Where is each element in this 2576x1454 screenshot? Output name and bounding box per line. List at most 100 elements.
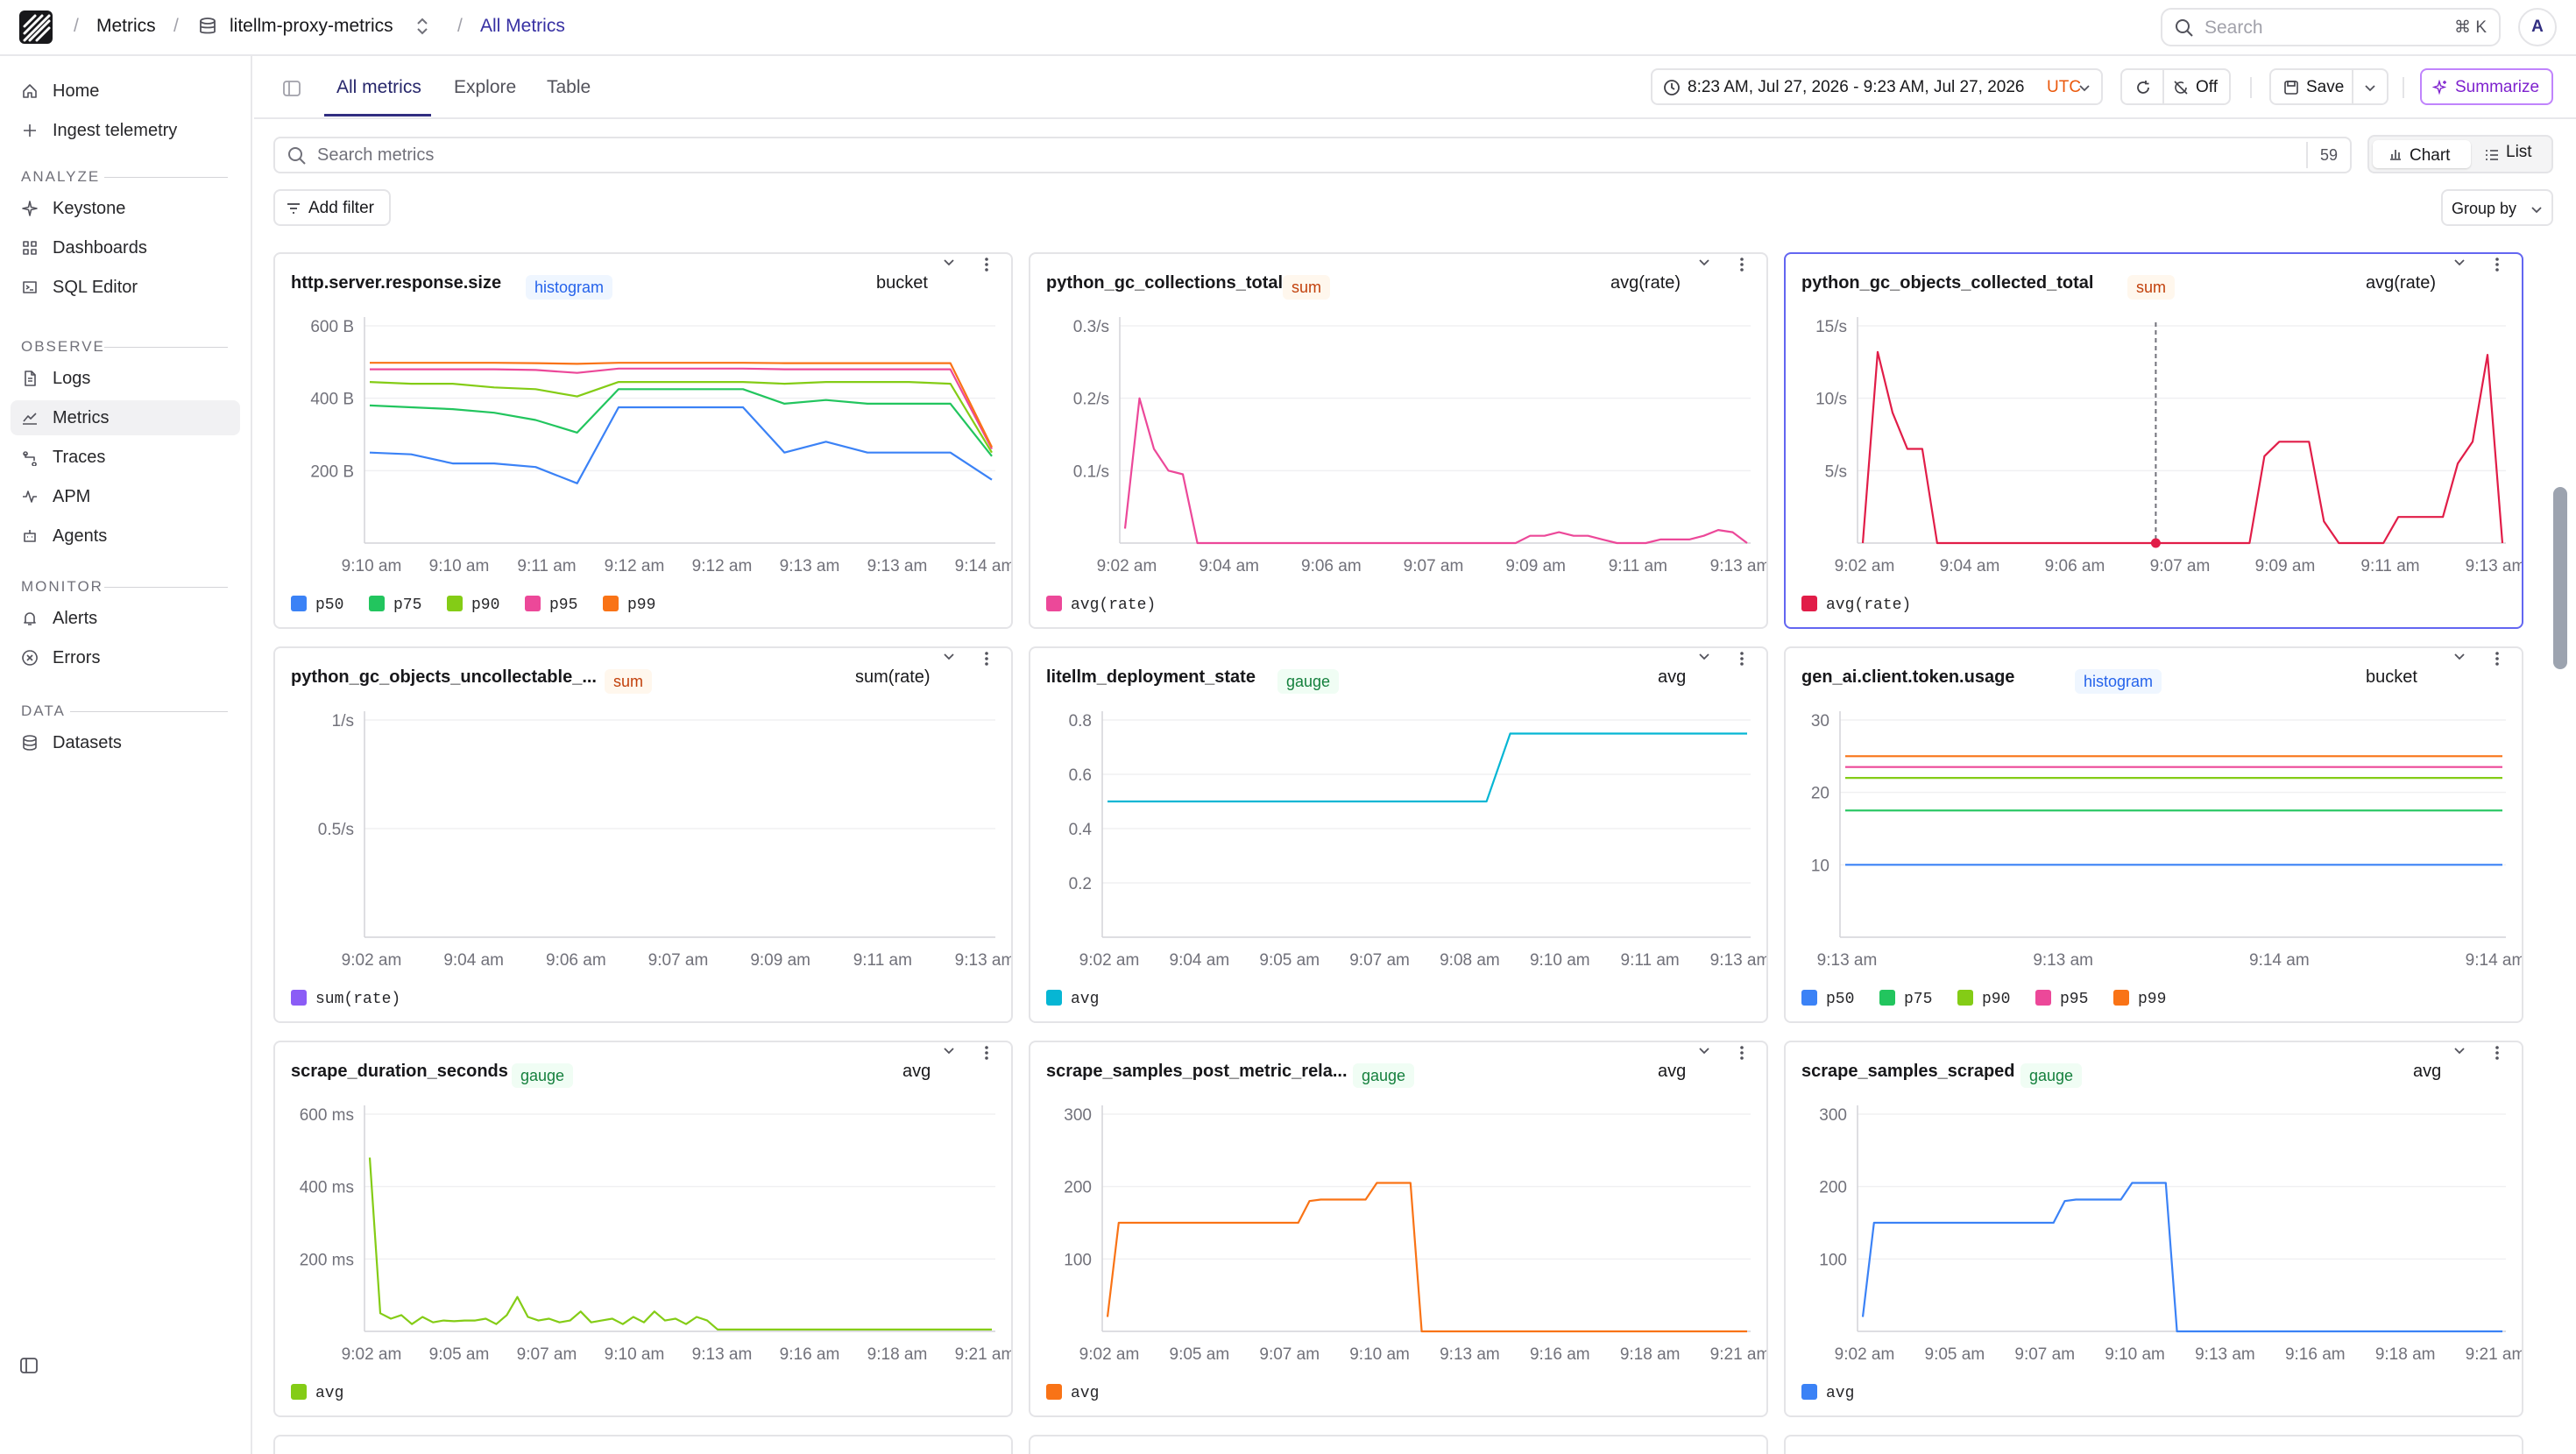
metric-card[interactable] [1029, 1435, 1768, 1454]
save-button[interactable]: Save [2269, 68, 2353, 105]
auto-refresh-toggle[interactable]: Off [2162, 68, 2231, 105]
list-view-button[interactable]: List [2476, 140, 2550, 168]
chevron-down-icon[interactable] [941, 254, 957, 270]
x-tick-label: 9:10 am [1349, 1345, 1410, 1364]
metric-card[interactable]: python_gc_objects_uncollectable_... sum su… [273, 646, 1013, 1023]
sidebar-item-traces[interactable]: Traces [11, 440, 240, 475]
x-tick-label: 9:11 am [853, 951, 912, 970]
more-options-icon[interactable] [1733, 254, 1751, 275]
x-tick-label: 9:04 am [1170, 951, 1230, 970]
sidebar-item-dashboards[interactable]: Dashboards [11, 230, 240, 265]
metric-card[interactable] [1784, 1435, 2523, 1454]
metrics-search-input[interactable]: Search metrics 59 [273, 137, 2352, 173]
logo-icon[interactable] [19, 11, 53, 44]
chevron-down-icon[interactable] [2452, 648, 2467, 664]
metric-card[interactable]: litellm_deployment_state gauge avg 0.8 0.6 0.… [1029, 646, 1768, 1023]
sidebar-item-metrics[interactable]: Metrics [11, 400, 240, 435]
series-line-avg [1861, 1182, 2502, 1333]
sidebar-item-ingest-telemetry[interactable]: Ingest telemetry [11, 113, 240, 148]
more-options-icon[interactable] [1733, 1042, 1751, 1063]
panel-toggle-icon[interactable] [282, 79, 301, 98]
more-options-icon[interactable] [978, 1042, 995, 1063]
list-view-label: List [2506, 143, 2532, 161]
tab-all-metrics[interactable]: All metrics [336, 77, 421, 97]
global-search[interactable]: Search ⌘ K [2161, 8, 2501, 46]
aggregation-select[interactable]: avg(rate) [2366, 273, 2437, 293]
more-options-icon[interactable] [2488, 1042, 2506, 1063]
tab-table[interactable]: Table [547, 77, 591, 97]
metric-card[interactable]: python_gc_collections_total sum avg(rate) 0… [1029, 252, 1768, 629]
sidebar-item-apm[interactable]: APM [11, 479, 240, 514]
sidebar-item-errors[interactable]: Errors [11, 640, 240, 675]
legend-label: p75 [393, 596, 421, 614]
search-icon [288, 147, 306, 165]
aggregation-select[interactable]: avg(rate) [1610, 273, 1681, 293]
aggregation-select[interactable]: sum(rate) [855, 667, 931, 687]
chevron-down-icon[interactable] [2452, 1042, 2467, 1058]
sidebar-item-agents[interactable]: Agents [11, 519, 240, 554]
time-range-label: 8:23 AM, Jul 27, 2026 - 9:23 AM, Jul 27,… [1688, 78, 2025, 96]
x-tick-label: 9:13 am [1710, 557, 1768, 575]
x-tick-label: 9:06 am [546, 951, 606, 970]
metric-card[interactable] [273, 1435, 1013, 1454]
metric-card[interactable]: scrape_samples_scraped gauge avg 300 200 100 9… [1784, 1041, 2523, 1417]
group-by-select[interactable]: Group by [2441, 189, 2553, 226]
chevron-down-icon[interactable] [1696, 648, 1712, 664]
series-line-avg [1108, 732, 1747, 803]
bot-icon [24, 530, 36, 542]
aggregation-select[interactable]: avg [1658, 667, 1687, 687]
legend-swatch [2035, 990, 2051, 1006]
chevron-down-icon[interactable] [941, 648, 957, 664]
metric-title: python_gc_collections_total [1046, 273, 1284, 293]
chevron-down-icon[interactable] [1696, 254, 1712, 270]
chevron-down-icon [2079, 85, 2090, 92]
tab-explore[interactable]: Explore [454, 77, 517, 97]
chevron-down-icon[interactable] [2452, 254, 2467, 270]
more-options-icon[interactable] [2488, 254, 2506, 275]
sidebar-item-sql-editor[interactable]: SQL Editor [11, 270, 240, 305]
save-options-button[interactable] [2352, 68, 2388, 105]
chart-svg: 300 200 100 9:02 am 9:05 am 9:07 am 9:10 am 9:1… [1046, 1105, 1766, 1402]
series-line-avg(rate) [1861, 350, 2504, 545]
metrics-search-placeholder: Search metrics [317, 145, 435, 165]
more-options-icon[interactable] [1733, 648, 1751, 669]
add-filter-button[interactable]: Add filter [273, 189, 391, 226]
x-tick-label: 9:06 am [1301, 557, 1362, 575]
aggregation-select[interactable]: avg [902, 1062, 931, 1081]
metric-card[interactable]: http.server.response.size histogram bucket… [273, 252, 1013, 629]
aggregation-select[interactable]: bucket [876, 273, 928, 293]
more-options-icon[interactable] [978, 648, 995, 669]
metric-card[interactable]: scrape_samples_post_metric_rela... gauge a… [1029, 1041, 1768, 1417]
metric-card[interactable]: python_gc_objects_collected_total sum avg(… [1784, 252, 2523, 629]
more-options-icon[interactable] [978, 254, 995, 275]
aggregation-select[interactable]: avg [1658, 1062, 1687, 1081]
scrollbar-track[interactable] [2551, 251, 2569, 1454]
aggregation-select[interactable]: avg [2413, 1062, 2442, 1081]
chevron-down-icon[interactable] [941, 1042, 957, 1058]
sidebar-item-home[interactable]: Home [11, 74, 240, 109]
avatar[interactable]: A [2518, 8, 2557, 46]
sidebar-item-datasets[interactable]: Datasets [11, 725, 240, 760]
summarize-button[interactable]: Summarize [2420, 68, 2553, 105]
y-tick-label: 20 [1811, 785, 1829, 803]
sidebar-item-alerts[interactable]: Alerts [11, 601, 240, 636]
sidebar-item-logs[interactable]: Logs [11, 361, 240, 396]
chevron-down-icon[interactable] [1696, 1042, 1712, 1058]
aggregation-select[interactable]: bucket [2366, 667, 2417, 687]
refresh-button[interactable] [2120, 68, 2164, 105]
x-tick-label: 9:05 am [1925, 1345, 1985, 1364]
breadcrumb-dataset[interactable]: litellm-proxy-metrics [230, 16, 393, 36]
chevron-up-down-icon[interactable] [414, 16, 431, 37]
breadcrumb-all-metrics[interactable]: All Metrics [480, 16, 565, 36]
metric-card[interactable]: gen_ai.client.token.usage histogram bucket… [1784, 646, 2523, 1023]
sidebar-item-keystone[interactable]: Keystone [11, 191, 240, 226]
more-options-icon[interactable] [2488, 648, 2506, 669]
scrollbar-thumb[interactable] [2553, 487, 2567, 669]
sidebar-collapse-icon[interactable] [19, 1356, 39, 1375]
x-tick-label: 9:21 am [955, 1345, 1013, 1364]
breadcrumb-metrics[interactable]: Metrics [96, 16, 156, 36]
metric-card[interactable]: scrape_duration_seconds gauge avg 600 ms 400… [273, 1041, 1013, 1417]
time-range-picker[interactable]: 8:23 AM, Jul 27, 2026 - 9:23 AM, Jul 27,… [1651, 68, 2103, 105]
chart-view-button[interactable]: Chart [2373, 140, 2471, 168]
x-tick-label: 9:02 am [1097, 557, 1157, 575]
